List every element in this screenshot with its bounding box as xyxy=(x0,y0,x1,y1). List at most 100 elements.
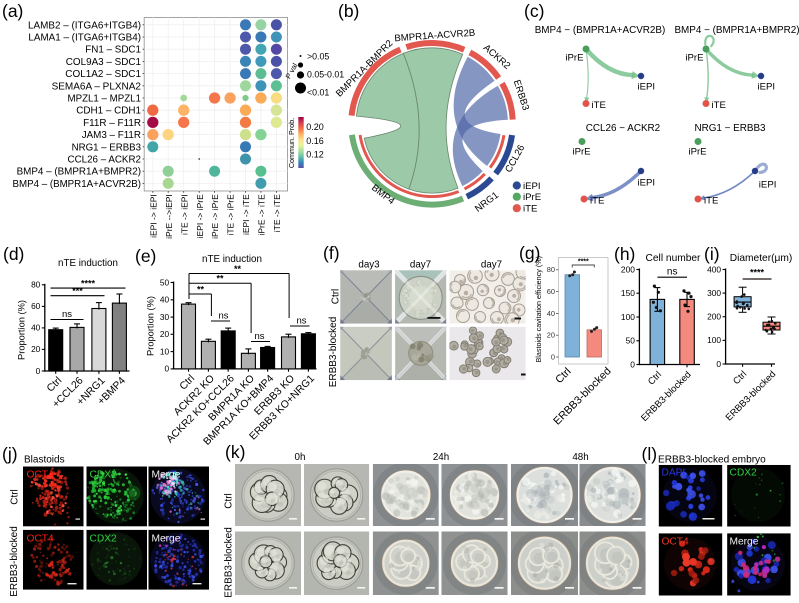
svg-text:iTE -> iPrE: iTE -> iPrE xyxy=(226,194,236,236)
svg-text:Cell number: Cell number xyxy=(646,253,702,264)
svg-text:CCL26 − ACKR2: CCL26 − ACKR2 xyxy=(586,123,660,134)
svg-text:80: 80 xyxy=(31,280,41,290)
svg-text:Diameter(μm): Diameter(μm) xyxy=(730,253,792,264)
svg-text:150: 150 xyxy=(621,288,635,298)
svg-text:0: 0 xyxy=(630,359,635,369)
svg-text:iTE -> iTE: iTE -> iTE xyxy=(272,194,282,232)
svg-text:Blastoids: Blastoids xyxy=(24,455,65,466)
svg-text:40: 40 xyxy=(160,295,170,305)
svg-text:(b): (b) xyxy=(338,1,359,21)
svg-text:MPZL1 – MPZL1: MPZL1 – MPZL1 xyxy=(68,94,142,105)
svg-text:OCT4: OCT4 xyxy=(27,470,55,481)
svg-text:100: 100 xyxy=(621,312,635,322)
svg-text:24h: 24h xyxy=(433,452,449,463)
svg-text:COL1A2 – SDC1: COL1A2 – SDC1 xyxy=(65,69,141,80)
svg-text:0: 0 xyxy=(551,352,555,361)
svg-text:60: 60 xyxy=(547,287,555,296)
svg-text:LAMB2 – (ITGA6+ITGB4): LAMB2 – (ITGA6+ITGB4) xyxy=(28,20,141,31)
svg-text:40: 40 xyxy=(547,309,555,318)
svg-text:20: 20 xyxy=(31,344,41,354)
svg-text:(c): (c) xyxy=(524,1,544,21)
svg-text:iEPI: iEPI xyxy=(759,180,777,191)
svg-text:0.12: 0.12 xyxy=(306,150,324,160)
svg-text:0h: 0h xyxy=(295,452,306,463)
svg-text:200: 200 xyxy=(707,312,721,322)
svg-text:iPrE: iPrE xyxy=(685,53,703,64)
svg-text:(g): (g) xyxy=(519,243,540,263)
svg-text:Proportion (%): Proportion (%) xyxy=(146,296,156,356)
svg-text:COL9A3 – SDC1: COL9A3 – SDC1 xyxy=(66,57,141,68)
svg-text:Merge: Merge xyxy=(730,537,759,548)
svg-text:CDH1 – CDH1: CDH1 – CDH1 xyxy=(76,106,141,117)
svg-text:Ctrl: Ctrl xyxy=(10,489,21,505)
svg-text:Ctrl: Ctrl xyxy=(331,289,342,305)
svg-text:****: **** xyxy=(750,268,765,278)
svg-text:iTE -> iEPI: iTE -> iEPI xyxy=(179,194,189,235)
svg-text:(f): (f) xyxy=(323,243,340,263)
svg-text:Commun. Prob.: Commun. Prob. xyxy=(287,118,296,168)
svg-text:200: 200 xyxy=(621,264,635,274)
svg-text:400: 400 xyxy=(707,264,721,274)
svg-text:0.16: 0.16 xyxy=(306,136,324,146)
svg-text:****: **** xyxy=(81,279,96,289)
svg-text:0: 0 xyxy=(164,364,169,374)
svg-text:CDX2: CDX2 xyxy=(90,534,118,545)
svg-text:iTE: iTE xyxy=(590,196,604,207)
svg-text:ERBB3-blocked: ERBB3-blocked xyxy=(9,526,20,597)
svg-text:iPrE: iPrE xyxy=(565,53,583,64)
svg-text:CCL26 – ACKR2: CCL26 – ACKR2 xyxy=(68,155,142,166)
svg-text:BMP4 – (BMPR1A+BMPR2): BMP4 – (BMPR1A+BMPR2) xyxy=(17,167,141,178)
svg-text:0: 0 xyxy=(36,366,41,376)
svg-text:**: ** xyxy=(197,285,205,295)
svg-text:iTE: iTE xyxy=(523,204,537,215)
svg-text:iPrE: iPrE xyxy=(688,147,706,158)
svg-text:50: 50 xyxy=(160,277,170,287)
svg-text:JAM3 – F11R: JAM3 – F11R xyxy=(82,130,142,141)
svg-text:ERBB3-blocked: ERBB3-blocked xyxy=(224,527,235,598)
svg-text:ERBB3-blocked embryo: ERBB3-blocked embryo xyxy=(658,455,766,466)
svg-text:20: 20 xyxy=(547,331,555,340)
svg-text:***: *** xyxy=(72,286,83,296)
svg-text:OCT4: OCT4 xyxy=(27,534,55,545)
svg-text:iPrE: iPrE xyxy=(572,147,590,158)
svg-text:**: ** xyxy=(216,274,224,284)
svg-text:iEPI: iEPI xyxy=(758,82,776,93)
svg-text:nTE induction: nTE induction xyxy=(58,258,118,269)
svg-text:0.05-0.01: 0.05-0.01 xyxy=(307,70,344,80)
svg-text:**: ** xyxy=(234,264,242,274)
svg-text:day7: day7 xyxy=(410,260,431,271)
svg-text:(k): (k) xyxy=(225,442,245,462)
svg-text:day3: day3 xyxy=(358,260,380,271)
svg-text:iPrE -->iEPI: iPrE -->iEPI xyxy=(164,194,174,239)
svg-text:10: 10 xyxy=(160,346,170,356)
svg-text:iPrE -> iTE: iPrE -> iTE xyxy=(257,194,267,236)
svg-text:iTE: iTE xyxy=(712,100,726,111)
svg-text:FN1 – SDC1: FN1 – SDC1 xyxy=(85,45,141,56)
svg-text:(j): (j) xyxy=(2,444,18,464)
svg-text:48h: 48h xyxy=(572,452,588,463)
svg-text:0: 0 xyxy=(716,359,721,369)
svg-text:300: 300 xyxy=(707,288,721,298)
svg-text:(h): (h) xyxy=(614,244,635,264)
svg-text:iEPI: iEPI xyxy=(638,178,656,189)
svg-text:80: 80 xyxy=(547,265,555,274)
svg-text:ERBB3-blocked: ERBB3-blocked xyxy=(328,317,339,388)
svg-text:ERBB3-blocked: ERBB3-blocked xyxy=(723,368,778,423)
svg-text:Ctrl: Ctrl xyxy=(224,493,235,509)
svg-text:ns: ns xyxy=(667,267,678,278)
svg-text:100: 100 xyxy=(707,335,721,345)
svg-text:Blastoids cavitation efficienc: Blastoids cavitation efficiency (%) xyxy=(534,256,543,363)
svg-text:****: **** xyxy=(578,259,589,266)
svg-text:F11R – F11R: F11R – F11R xyxy=(83,118,141,129)
svg-text:ns: ns xyxy=(218,311,228,322)
svg-text:0.20: 0.20 xyxy=(306,122,324,132)
svg-text:40: 40 xyxy=(31,323,41,333)
svg-text:(l): (l) xyxy=(642,444,658,464)
svg-text:OCT4: OCT4 xyxy=(662,537,690,548)
svg-text:50: 50 xyxy=(626,336,636,346)
svg-text:Proportion (%): Proportion (%) xyxy=(17,300,27,360)
svg-text:iEPI -> iTE: iEPI -> iTE xyxy=(241,194,251,235)
svg-text:BMP4 – (BMPR1A+ACVR2B): BMP4 – (BMPR1A+ACVR2B) xyxy=(13,179,142,190)
svg-text:iTE: iTE xyxy=(592,100,606,111)
svg-text:Merge: Merge xyxy=(152,470,181,481)
